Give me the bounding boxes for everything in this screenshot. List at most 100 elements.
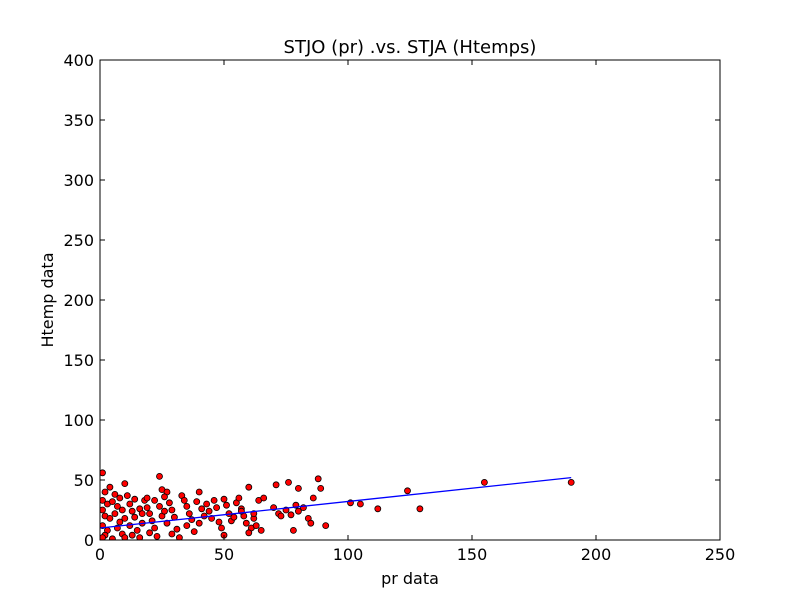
data-point: [118, 506, 126, 514]
data-point: [138, 510, 146, 517]
data-point: [161, 507, 168, 515]
x-tick-label: 100: [333, 545, 364, 564]
data-point: [193, 498, 201, 506]
data-point: [101, 488, 109, 496]
data-point: [198, 505, 206, 513]
data-point: [133, 527, 141, 534]
data-point: [156, 502, 163, 510]
y-axis-label: Htemp data: [38, 252, 57, 347]
x-tick-label: 50: [214, 545, 234, 564]
data-point: [165, 499, 173, 507]
data-point: [218, 524, 225, 532]
data-point: [195, 519, 203, 527]
data-point: [131, 495, 139, 503]
y-tick-label: 0: [84, 531, 94, 550]
data-point: [100, 534, 106, 540]
x-tick-label: 200: [581, 545, 612, 564]
data-point: [307, 519, 315, 527]
y-tick-label: 50: [74, 471, 94, 490]
data-point: [168, 506, 176, 514]
data-point: [230, 513, 238, 521]
data-point: [252, 522, 260, 529]
data-point: [190, 528, 198, 535]
data-point: [356, 500, 364, 508]
data-point: [235, 494, 243, 502]
data-point: [203, 500, 211, 508]
data-point: [180, 496, 188, 504]
data-point: [480, 478, 488, 486]
data-point: [205, 507, 213, 515]
x-tick-label: 150: [457, 545, 488, 564]
data-point: [220, 495, 228, 503]
y-tick-label: 400: [63, 51, 94, 70]
y-tick-label: 300: [63, 171, 94, 190]
chart-title: STJO (pr) .vs. STJA (Htemps): [284, 37, 537, 58]
data-point: [146, 529, 154, 537]
data-point: [223, 501, 230, 509]
fit-line: [100, 476, 572, 529]
y-tick-label: 350: [63, 111, 94, 130]
data-point: [131, 513, 139, 521]
data-point: [213, 504, 221, 512]
data-point: [257, 527, 265, 534]
data-point: [208, 515, 216, 522]
data-point: [146, 510, 154, 517]
data-point: [314, 475, 322, 483]
y-tick-label: 250: [63, 231, 94, 250]
data-point: [109, 498, 116, 506]
y-tick-label: 150: [63, 351, 94, 370]
data-point: [404, 487, 411, 495]
x-tick-label: 250: [705, 545, 736, 564]
data-point: [210, 496, 218, 504]
y-tick-label: 200: [63, 291, 94, 310]
data-point: [176, 534, 183, 540]
x-tick-label: 0: [95, 545, 105, 564]
data-point: [143, 504, 151, 512]
data-point: [121, 480, 129, 488]
data-point: [123, 492, 131, 500]
data-point: [153, 533, 161, 540]
data-point: [114, 502, 121, 510]
data-point: [126, 500, 134, 508]
data-point: [116, 518, 124, 526]
data-point: [151, 496, 159, 504]
data-point: [173, 525, 181, 533]
data-point: [106, 515, 114, 522]
data-point: [567, 478, 575, 486]
data-point: [277, 512, 285, 520]
data-point: [121, 534, 129, 540]
data-point: [183, 502, 191, 510]
data-point: [317, 484, 325, 492]
data-point: [109, 535, 116, 540]
data-point: [185, 510, 193, 517]
data-point: [294, 507, 302, 515]
data-point: [309, 494, 317, 502]
data-point: [106, 483, 114, 491]
data-point: [289, 527, 297, 534]
data-point: [416, 505, 424, 513]
data-point: [136, 534, 144, 540]
data-point: [245, 483, 253, 491]
data-point: [111, 510, 119, 517]
data-point: [156, 472, 163, 480]
data-point: [161, 493, 168, 501]
data-point: [294, 484, 302, 492]
x-axis-label: pr data: [381, 569, 439, 588]
data-point: [195, 488, 203, 496]
data-point: [245, 529, 253, 537]
data-point: [242, 519, 250, 527]
data-point: [111, 490, 119, 498]
data-point: [100, 506, 106, 514]
y-tick-label: 100: [63, 411, 94, 430]
data-point: [100, 469, 106, 477]
data-point: [128, 531, 136, 539]
data-point: [183, 522, 191, 529]
data-point: [116, 494, 124, 502]
data-point: [100, 497, 106, 504]
data-point: [287, 511, 295, 519]
data-point: [215, 518, 223, 526]
data-point: [285, 478, 292, 486]
data-point: [168, 530, 176, 538]
data-point: [121, 515, 129, 522]
